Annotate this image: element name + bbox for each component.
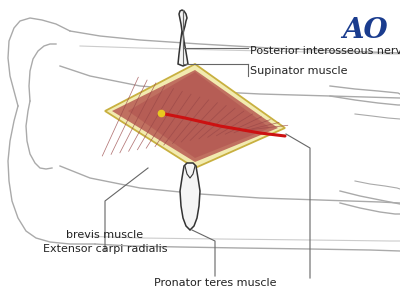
- Text: Extensor carpi radialis: Extensor carpi radialis: [43, 244, 167, 254]
- Text: Supinator muscle: Supinator muscle: [250, 66, 348, 76]
- Text: Posterior interosseous nerve: Posterior interosseous nerve: [250, 46, 400, 56]
- Polygon shape: [180, 163, 200, 230]
- Text: brevis muscle: brevis muscle: [66, 230, 144, 240]
- Polygon shape: [128, 72, 270, 158]
- Text: Pronator teres muscle: Pronator teres muscle: [154, 278, 276, 288]
- Polygon shape: [178, 10, 188, 66]
- Polygon shape: [112, 70, 278, 162]
- Polygon shape: [105, 64, 285, 168]
- Text: AO: AO: [342, 17, 388, 44]
